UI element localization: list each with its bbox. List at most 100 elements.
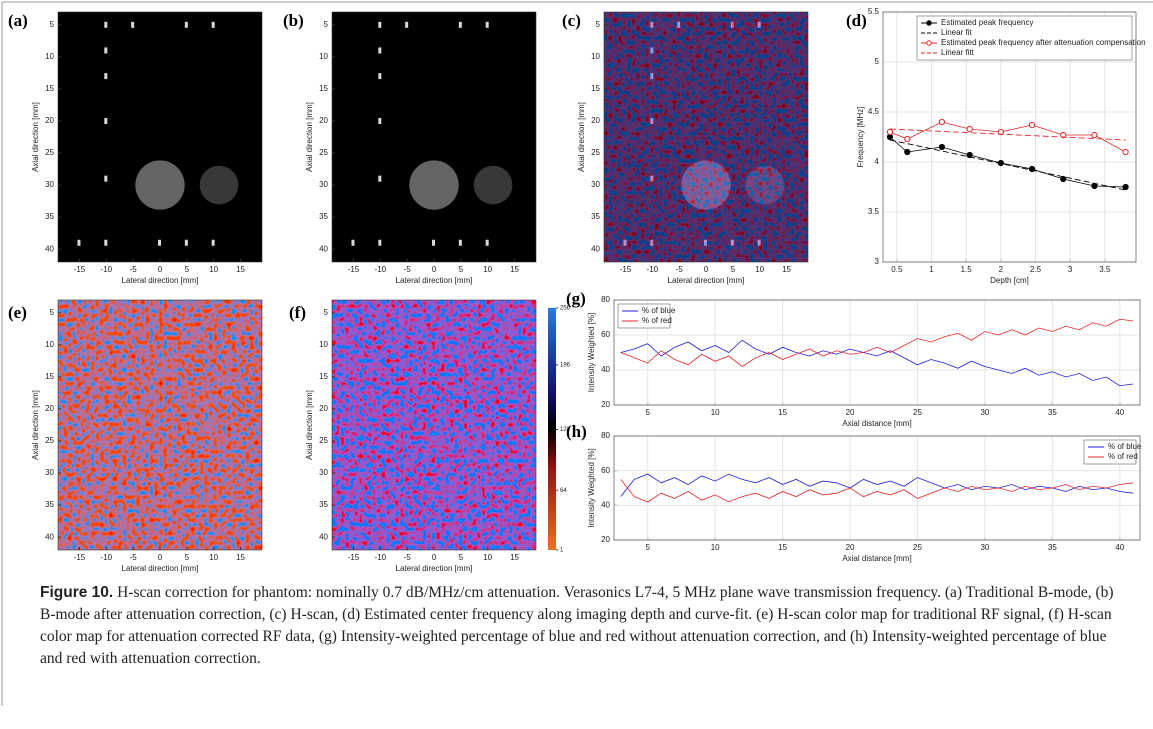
legend-label: Linear fitt	[941, 48, 975, 57]
x-tick-label: -5	[404, 265, 412, 274]
y-tick-label: 10	[45, 340, 54, 349]
y-tick-label: 15	[319, 372, 328, 381]
legend	[1083, 439, 1137, 465]
point-target	[378, 175, 382, 182]
marker	[966, 151, 973, 159]
x-tick-label: -5	[130, 265, 138, 274]
colorbar-tick-label: 64	[560, 488, 567, 494]
image	[604, 12, 808, 262]
colorbar-tick-label: 256	[560, 306, 571, 312]
x-tick-label: -10	[647, 265, 659, 274]
x-tick-label: 10	[711, 408, 720, 417]
x-axis-label: Lateral direction [mm]	[122, 564, 199, 573]
x-tick-label: 35	[1048, 408, 1057, 417]
y-axis-label: Axial direction [mm]	[305, 102, 314, 172]
y-tick-label: 30	[45, 180, 54, 189]
x-tick-label: 0	[158, 553, 163, 562]
x-tick-label: -5	[130, 553, 138, 562]
inclusion	[473, 165, 513, 205]
x-tick-label: 15	[778, 408, 787, 417]
plot-area	[614, 436, 1140, 540]
x-tick-label: 5	[645, 543, 650, 552]
y-axis-label: Intensity Weighted [%]	[587, 313, 596, 392]
axes-box	[882, 11, 1137, 263]
x-tick-label: 35	[1048, 543, 1057, 552]
y-tick-label: 30	[319, 468, 328, 477]
hscan-map	[332, 300, 536, 550]
y-tick-label: 30	[591, 180, 600, 189]
x-tick-label: 25	[913, 408, 922, 417]
panel-label: (a)	[8, 11, 28, 30]
image	[332, 12, 536, 262]
x-tick-label: 40	[1115, 543, 1124, 552]
x-tick-label: 25	[913, 543, 922, 552]
x-tick-label: 10	[483, 265, 492, 274]
x-tick-label: 10	[755, 265, 764, 274]
point-target	[432, 239, 435, 246]
point-target	[458, 21, 462, 28]
y-tick-label: 35	[319, 500, 328, 509]
panel-label: (e)	[8, 303, 27, 322]
x-tick-label: -15	[348, 265, 360, 274]
y-tick-label: 40	[45, 244, 54, 253]
point-target	[104, 175, 108, 182]
plot-area	[614, 300, 1140, 405]
series-line	[620, 473, 1134, 497]
caption-label: Figure 10.	[40, 584, 114, 601]
x-tick-label: -10	[375, 553, 387, 562]
marker	[966, 125, 973, 133]
y-axis-label: Axial direction [mm]	[31, 102, 40, 172]
x-tick-label: 30	[980, 408, 989, 417]
y-tick-label: 5	[50, 308, 55, 317]
x-tick-label: 5	[459, 553, 464, 562]
y-tick-label: 10	[45, 52, 54, 61]
inclusion	[409, 160, 459, 210]
point-target	[378, 117, 382, 124]
legend-label: Linear fit	[941, 28, 972, 37]
marker	[904, 148, 911, 156]
x-tick-label: 1	[929, 265, 934, 274]
y-tick-label: 60	[601, 466, 610, 475]
series-line	[620, 318, 1134, 367]
speckle	[332, 12, 536, 262]
point-target	[131, 21, 135, 28]
x-tick-label: 0	[158, 265, 163, 274]
point-target	[158, 239, 161, 246]
point-target	[351, 239, 355, 246]
y-tick-label: 20	[601, 400, 610, 409]
x-axis-label: Lateral direction [mm]	[122, 276, 199, 285]
y-tick-label: 25	[45, 436, 54, 445]
image	[58, 300, 262, 550]
y-tick-label: 5	[324, 308, 329, 317]
y-tick-label: 35	[45, 500, 54, 509]
y-tick-label: 40	[45, 532, 54, 541]
colorbar	[548, 308, 556, 550]
y-tick-label: 5	[875, 57, 880, 66]
marker	[1091, 131, 1098, 139]
legend-label: % of red	[642, 316, 672, 325]
colorbar-tick-label: 1	[560, 548, 564, 554]
y-tick-label: 10	[319, 340, 328, 349]
y-tick-label: 40	[601, 365, 610, 374]
x-tick-label: -10	[375, 265, 387, 274]
y-tick-label: 5.5	[868, 7, 880, 16]
x-tick-label: 5	[185, 553, 190, 562]
x-axis-label: Axial distance [mm]	[842, 554, 911, 563]
colorbar-tick-label: 196	[560, 363, 571, 369]
point-target	[378, 21, 382, 28]
point-target	[211, 21, 215, 28]
x-tick-label: -10	[101, 553, 113, 562]
image	[58, 12, 262, 262]
point-target	[104, 47, 108, 54]
panel-label: (b)	[283, 11, 304, 30]
y-axis-label: Frequency [MHz]	[856, 107, 865, 168]
point-target	[485, 21, 489, 28]
x-tick-label: 2	[999, 265, 1004, 274]
x-tick-label: 5	[185, 265, 190, 274]
x-axis-label: Lateral direction [mm]	[668, 276, 745, 285]
x-tick-label: 2.5	[1030, 265, 1042, 274]
x-tick-label: -10	[101, 265, 113, 274]
hscan-overlay	[604, 12, 808, 262]
x-tick-label: 15	[236, 265, 245, 274]
